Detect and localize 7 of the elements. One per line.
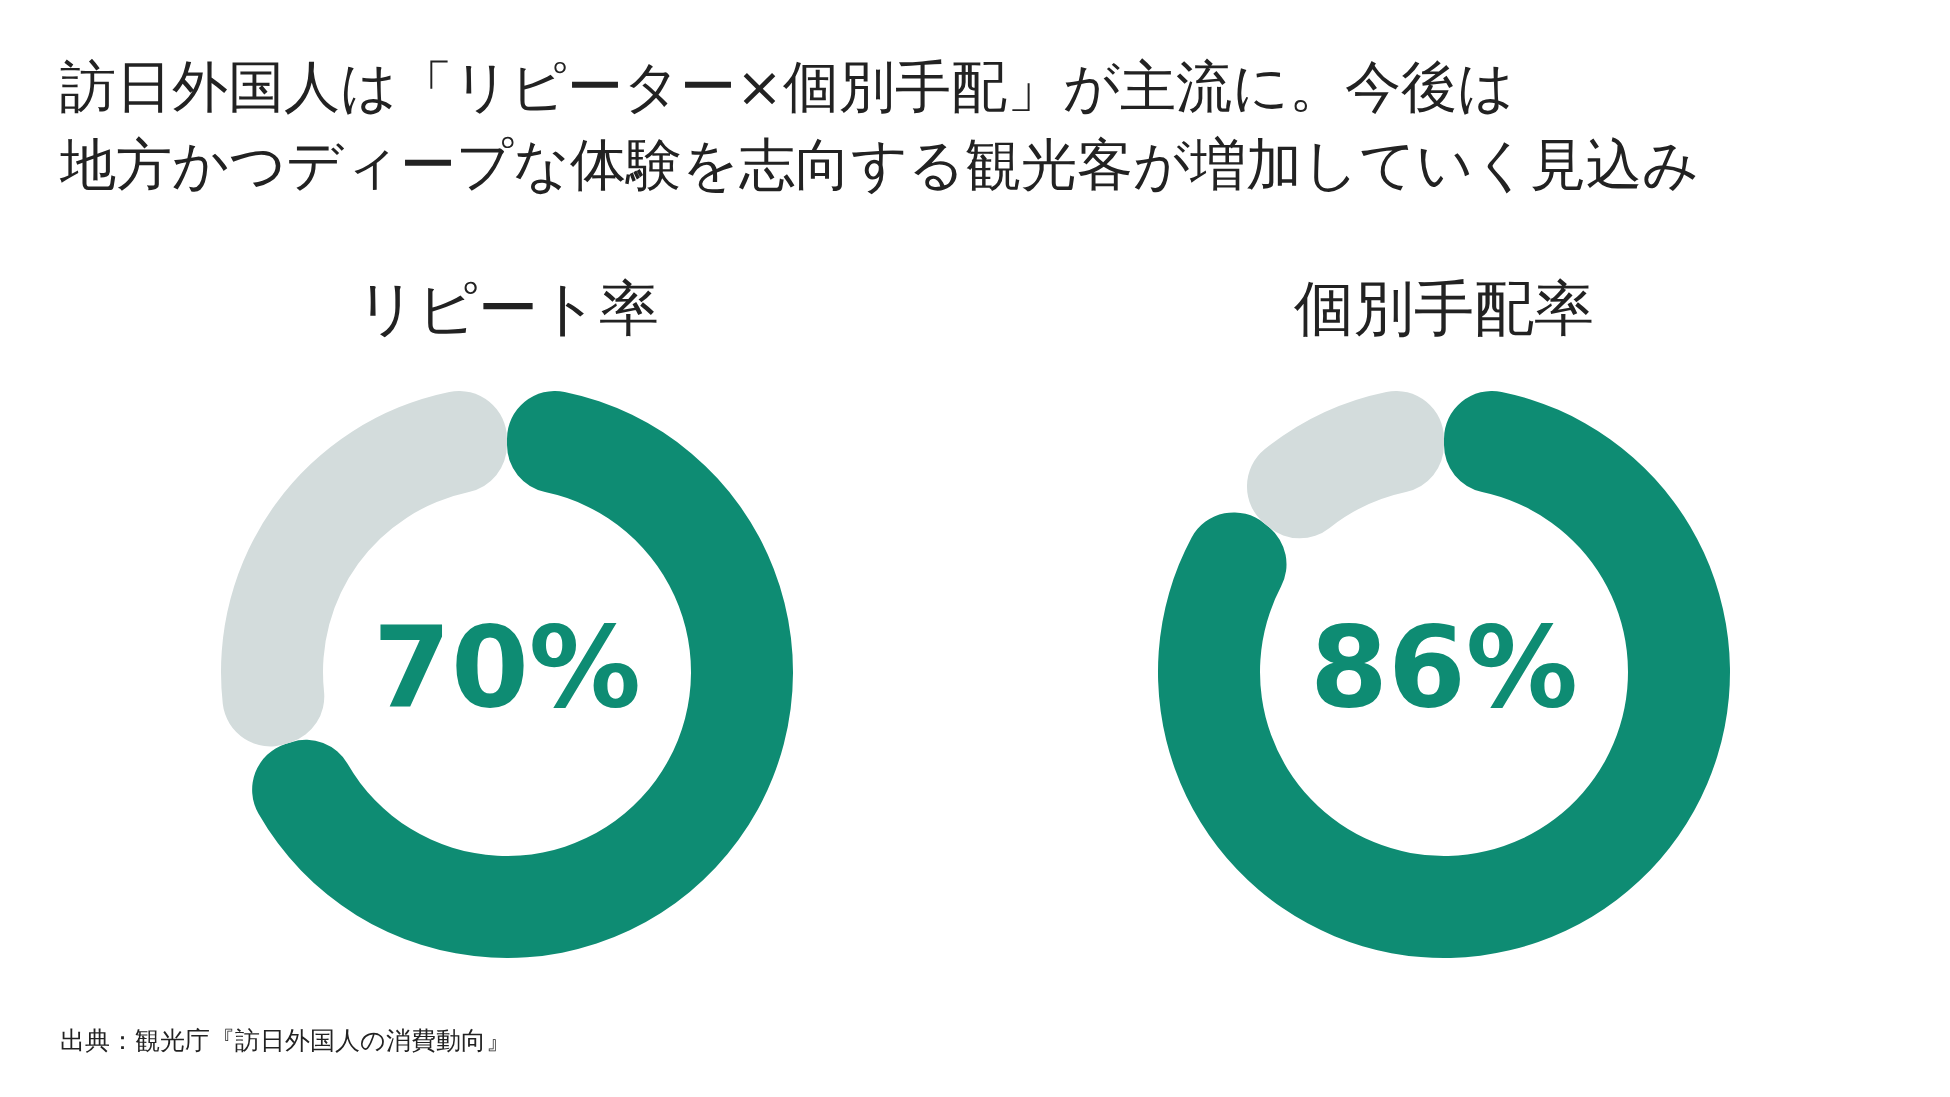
data-label: 86% — [1309, 602, 1579, 732]
text: 訪日外国人は「リピーター×個別手配」が主流に。今後は — [60, 53, 1514, 121]
chart-title: 個別手配率 — [1294, 273, 1594, 343]
text: 地方かつディープな体験を志向する観光客が増加していく見込み — [60, 131, 1699, 199]
chart-title: リピート率 — [355, 273, 659, 343]
source-note: 出典：観光庁『訪日外国人の消費動向』 — [60, 1025, 511, 1057]
data-label: 70% — [372, 602, 642, 732]
